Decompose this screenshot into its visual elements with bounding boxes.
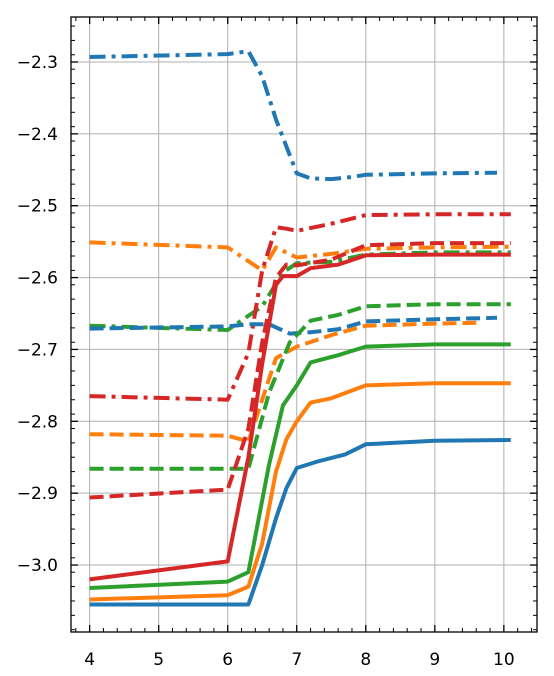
y-tick-label: −2.5 [17,197,58,217]
x-tick-label: 9 [429,650,440,670]
y-tick-label: −2.8 [17,412,58,432]
y-tick-label: −2.4 [17,125,58,145]
plot-frame [70,16,538,633]
y-tick-label: −2.7 [17,340,58,360]
series-line-9 [89,438,511,607]
x-axis-tick-labels: 4 5 6 7 8 9 10 [84,650,514,670]
x-tick-label: 5 [153,650,164,670]
x-tick-label: 10 [493,650,515,670]
series-line-11 [89,342,511,590]
series-line-10 [89,381,511,602]
series-line-12 [89,252,511,582]
series-line-8 [89,241,511,500]
x-tick-label: 7 [291,650,302,670]
y-tick-label: −2.9 [17,484,58,504]
y-tick-label: −2.3 [17,53,58,73]
y-tick-label: −2.6 [17,269,58,289]
x-tick-label: 4 [84,650,95,670]
x-tick-label: 8 [360,650,371,670]
series-line-7 [89,302,511,471]
y-axis-tick-labels: −3.0 −2.9 −2.8 −2.7 −2.6 −2.5 −2.4 −2.3 [17,53,58,576]
series-line-2 [89,240,511,273]
series-line-4 [89,212,511,402]
axis-ticks [71,17,537,632]
series-line-5 [89,315,498,336]
series-line-1 [89,49,498,182]
x-tick-label: 6 [222,650,233,670]
series-line-6 [89,320,477,444]
series-group [89,49,511,607]
y-tick-label: −3.0 [17,556,58,576]
